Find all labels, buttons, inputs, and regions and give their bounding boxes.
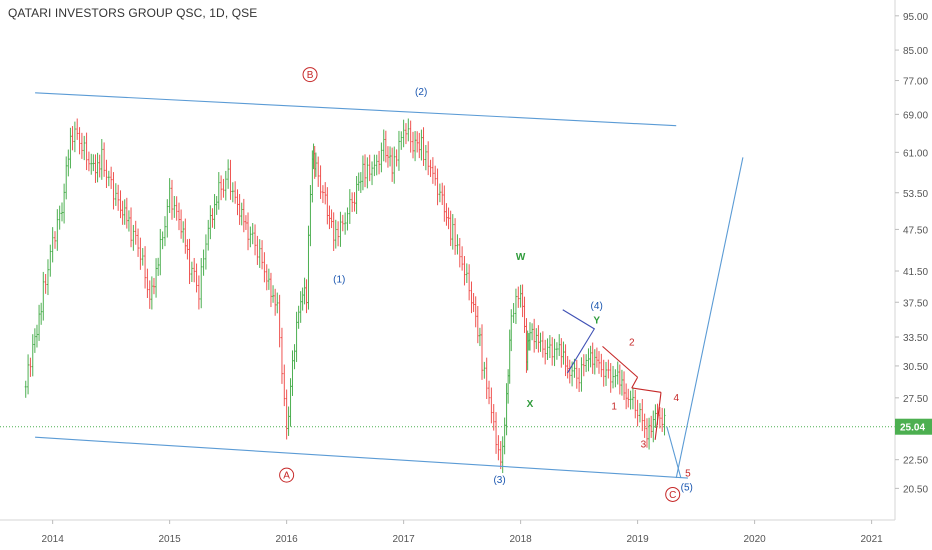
circled-wave-label: A	[283, 471, 290, 482]
price-tick-label: 47.50	[903, 225, 928, 236]
price-tick-label: 41.50	[903, 267, 928, 278]
minor-wave-label: 2	[629, 337, 635, 348]
time-tick-label: 2020	[743, 534, 766, 545]
minor-wave-label: 5	[685, 469, 691, 480]
impulse-channel-line[interactable]	[631, 376, 639, 389]
time-tick-label: 2014	[42, 534, 65, 545]
price-tick-label: 20.50	[903, 484, 928, 495]
last-price-label: 25.04	[900, 423, 925, 434]
last-price-badge	[895, 418, 932, 435]
circled-wave-marker	[665, 486, 681, 502]
time-tick-label: 2016	[276, 534, 299, 545]
impulse-channel-line[interactable]	[631, 387, 662, 393]
corrective-wave-label: X	[527, 399, 534, 410]
time-tick-label: 2018	[509, 534, 532, 545]
time-tick-label: 2021	[860, 534, 883, 545]
minor-wave-label: 3	[641, 440, 647, 451]
price-tick-label: 85.00	[903, 46, 928, 57]
wave4-triangle[interactable]	[562, 309, 596, 374]
circled-wave-marker	[302, 67, 318, 83]
price-tick-label: 61.00	[903, 148, 928, 159]
wave5-line[interactable]	[666, 426, 682, 479]
price-tick-label: 37.50	[903, 298, 928, 309]
trend-channel-line[interactable]	[35, 436, 688, 479]
minor-wave-label: 4	[673, 393, 679, 404]
primary-wave-label: (1)	[333, 274, 345, 285]
price-tick-label: 69.00	[903, 110, 928, 121]
circled-wave-label: B	[307, 70, 314, 81]
price-tick-label: 33.50	[903, 333, 928, 344]
circled-wave-label: C	[669, 490, 676, 501]
corrective-wave-label: Y	[593, 316, 600, 327]
price-tick-label: 27.50	[903, 394, 928, 405]
time-tick-label: 2015	[159, 534, 182, 545]
time-tick-label: 2017	[393, 534, 416, 545]
projection-line[interactable]	[675, 157, 744, 479]
time-tick-label: 2019	[626, 534, 649, 545]
circled-wave-marker	[279, 467, 295, 483]
price-tick-label: 22.50	[903, 456, 928, 467]
symbol-title: QATARI INVESTORS GROUP QSC, 1D, QSE	[8, 6, 258, 20]
trend-channel-line[interactable]	[35, 92, 677, 127]
primary-wave-label: (5)	[681, 483, 693, 494]
price-tick-label: 77.00	[903, 77, 928, 88]
primary-wave-label: (4)	[591, 301, 603, 312]
impulse-channel-line[interactable]	[602, 345, 638, 378]
primary-wave-label: (3)	[493, 475, 505, 486]
price-tick-label: 95.00	[903, 12, 928, 23]
minor-wave-label: 1	[611, 401, 617, 412]
corrective-wave-label: W	[516, 252, 526, 263]
price-tick-label: 30.50	[903, 362, 928, 373]
primary-wave-label: (2)	[415, 87, 427, 98]
impulse-channel-line[interactable]	[654, 392, 662, 440]
price-tick-label: 53.50	[903, 189, 928, 200]
